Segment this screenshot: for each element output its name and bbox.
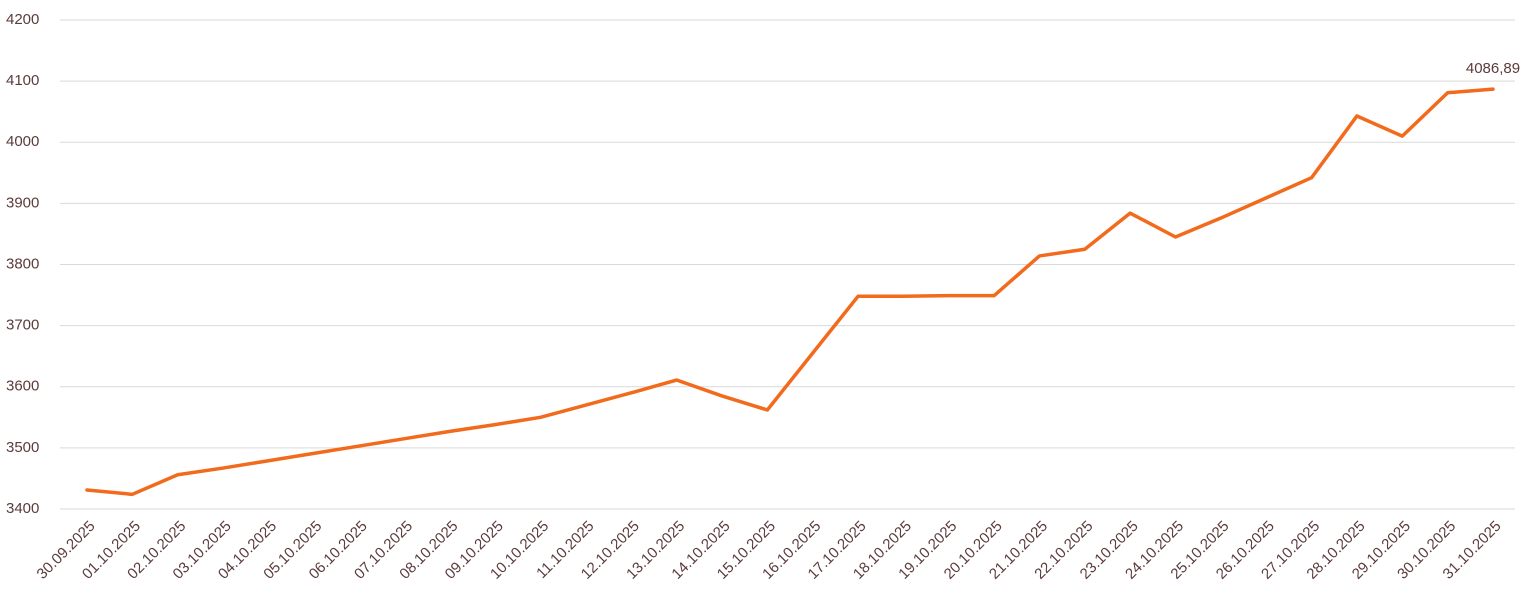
y-tick-label: 4000	[6, 133, 39, 150]
data-label: 4086,89	[1466, 60, 1520, 77]
y-tick-label: 3600	[6, 378, 39, 395]
y-tick-label: 3800	[6, 255, 39, 272]
y-tick-label: 3400	[6, 500, 39, 517]
y-tick-label: 3900	[6, 194, 39, 211]
y-tick-label: 3500	[6, 439, 39, 456]
line	[85, 87, 1495, 497]
y-tick-label: 3700	[6, 317, 39, 334]
y-tick-label: 4200	[6, 11, 39, 28]
y-tick-label: 4100	[6, 72, 39, 89]
